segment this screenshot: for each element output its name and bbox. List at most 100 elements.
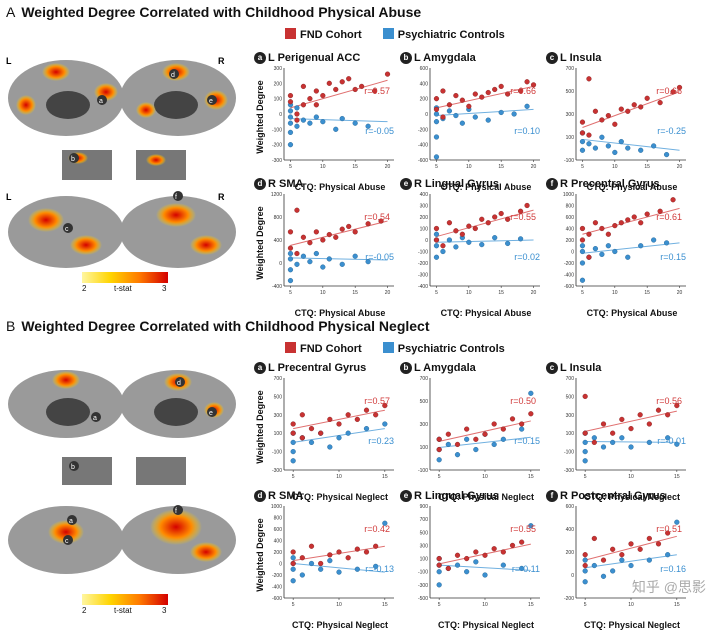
x-axis-label: CTQ: Physical Abuse [586,308,678,318]
point-fnd [485,220,491,226]
point-controls [320,264,326,270]
point-controls [612,149,618,156]
point-fnd [466,223,472,229]
point-controls [287,277,294,284]
point-controls [287,142,294,148]
point-controls [628,444,634,450]
point-fnd [453,228,459,234]
point-controls [479,241,485,248]
r-value-controls: r=-0.13 [365,564,394,574]
point-fnd [524,202,530,209]
fit-line-controls [439,436,531,449]
legend-controls: Psychiatric Controls [382,28,505,41]
panel-title-text: L Insula [560,52,602,64]
point-fnd [586,132,592,138]
y-tick-label: 500 [566,89,575,95]
point-fnd [363,549,370,555]
point-controls [287,267,294,273]
r-value-controls: r=-0.11 [511,564,540,574]
point-fnd [579,225,586,232]
y-tick-label: 200 [274,550,283,556]
point-fnd [628,541,634,547]
x-tick-label: 15 [352,164,358,170]
point-controls [354,566,360,572]
watermark: 知乎 @思影 [631,579,706,595]
scatter-plot: 1000 800 600 400 200 0 -200 -400 -600 5 10 15 20 [563,192,686,296]
panel-badge: c [546,362,558,374]
y-tick-label: 0 [571,573,574,579]
x-tick-label: 15 [528,602,534,608]
y-tick-label: 700 [566,376,575,382]
point-fnd [528,411,534,417]
x-tick-label: 10 [482,602,488,608]
point-fnd [378,218,384,224]
point-controls [505,240,511,247]
point-controls [307,120,313,126]
scatter-plot: 700 500 300 100 -100 -300 5 10 15 [272,376,394,480]
point-controls [674,519,680,525]
point-fnd [644,211,650,217]
y-tick-label: 500 [420,399,429,405]
point-fnd [300,102,307,108]
y-tick-label: -300 [418,583,428,589]
point-controls [440,248,446,255]
r-value-fnd: r=0.50 [510,396,536,406]
panel-title-text: R SMA [268,178,304,190]
y-tick-label: 300 [566,112,575,118]
brain-figure-a: L R a d e b L R c f [6,56,236,268]
point-fnd [485,89,491,96]
point-fnd [519,539,525,545]
x-tick-label: 15 [498,290,504,296]
point-fnd [637,412,643,418]
point-controls [382,520,388,526]
point-fnd [610,430,616,436]
point-fnd [582,552,588,558]
y-tick-label: -200 [418,127,428,133]
point-controls [582,568,588,574]
x-tick-label: 5 [289,290,292,296]
x-axis-label: CTQ: Physical Neglect [291,620,389,630]
svg-text:a: a [69,518,73,525]
point-fnd [530,82,537,88]
x-tick-label: 10 [612,164,618,170]
y-tick-label: 500 [566,394,575,400]
x-tick-label: 10 [482,474,488,480]
y-tick-label: 100 [420,557,429,563]
y-tick-label: 1200 [271,192,282,198]
point-controls [491,441,497,448]
panel-badge: b [400,52,412,64]
point-controls [336,435,342,441]
panel-title-text: R SMA [268,490,304,502]
legend-controls: Psychiatric Controls [382,342,505,355]
point-fnd [498,83,504,90]
point-controls [453,112,459,119]
r-value-fnd: r=0.55 [510,524,536,534]
y-tick-label: -400 [564,273,574,279]
point-controls [300,253,307,259]
panel-badge: a [254,52,266,64]
x-tick-label: 5 [435,164,438,170]
point-fnd [433,237,440,243]
point-fnd [326,231,332,238]
y-tick-label: -400 [272,284,282,290]
y-tick-label: 800 [566,204,575,210]
point-fnd [318,430,324,436]
x-tick-label: 5 [292,602,295,608]
point-fnd [492,214,498,220]
point-fnd [290,430,296,436]
point-fnd [345,555,351,561]
x-tick-label: 10 [336,602,342,608]
point-controls [313,114,319,120]
point-fnd [290,421,296,427]
point-fnd [612,223,618,229]
point-controls [454,562,461,568]
point-controls [582,448,588,455]
y-tick-label: 100 [566,431,575,437]
x-tick-label: 15 [528,474,534,480]
panel-title-text: L Amygdala [414,52,476,64]
